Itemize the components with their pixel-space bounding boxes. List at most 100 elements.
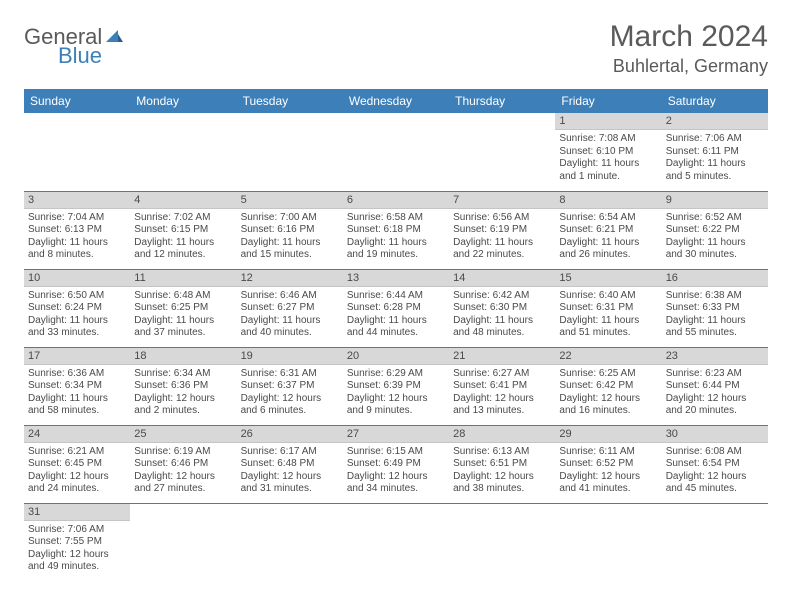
day-number: 24	[24, 426, 130, 443]
weekday-header: Friday	[555, 89, 661, 113]
sunrise-text: Sunrise: 6:54 AM	[559, 212, 657, 225]
day-number: 17	[24, 348, 130, 365]
calendar-day-cell: 31Sunrise: 7:06 AMSunset: 7:55 PMDayligh…	[24, 503, 130, 581]
day-details: Sunrise: 6:31 AMSunset: 6:37 PMDaylight:…	[237, 365, 343, 422]
sunrise-text: Sunrise: 6:21 AM	[28, 446, 126, 459]
logo: General Blue	[24, 20, 124, 67]
sunset-text: Sunset: 6:31 PM	[559, 302, 657, 315]
sunrise-text: Sunrise: 6:58 AM	[347, 212, 445, 225]
calendar-day-cell: 10Sunrise: 6:50 AMSunset: 6:24 PMDayligh…	[24, 269, 130, 347]
day-details: Sunrise: 7:04 AMSunset: 6:13 PMDaylight:…	[24, 209, 130, 266]
day-details: Sunrise: 6:52 AMSunset: 6:22 PMDaylight:…	[662, 209, 768, 266]
daylight-text: Daylight: 11 hours and 8 minutes.	[28, 237, 126, 262]
weekday-header: Wednesday	[343, 89, 449, 113]
daylight-text: Daylight: 11 hours and 26 minutes.	[559, 237, 657, 262]
calendar-day-cell: 26Sunrise: 6:17 AMSunset: 6:48 PMDayligh…	[237, 425, 343, 503]
calendar-day-cell: 7Sunrise: 6:56 AMSunset: 6:19 PMDaylight…	[449, 191, 555, 269]
daylight-text: Daylight: 12 hours and 9 minutes.	[347, 393, 445, 418]
sunset-text: Sunset: 6:18 PM	[347, 224, 445, 237]
day-details: Sunrise: 6:58 AMSunset: 6:18 PMDaylight:…	[343, 209, 449, 266]
calendar-day-cell: 16Sunrise: 6:38 AMSunset: 6:33 PMDayligh…	[662, 269, 768, 347]
day-number: 11	[130, 270, 236, 287]
daylight-text: Daylight: 11 hours and 55 minutes.	[666, 315, 764, 340]
sunset-text: Sunset: 7:55 PM	[28, 536, 126, 549]
sunset-text: Sunset: 6:39 PM	[347, 380, 445, 393]
daylight-text: Daylight: 11 hours and 40 minutes.	[241, 315, 339, 340]
calendar-day-cell: 18Sunrise: 6:34 AMSunset: 6:36 PMDayligh…	[130, 347, 236, 425]
calendar-day-cell: 28Sunrise: 6:13 AMSunset: 6:51 PMDayligh…	[449, 425, 555, 503]
calendar-day-cell: 30Sunrise: 6:08 AMSunset: 6:54 PMDayligh…	[662, 425, 768, 503]
daylight-text: Daylight: 12 hours and 2 minutes.	[134, 393, 232, 418]
calendar-day-cell: 29Sunrise: 6:11 AMSunset: 6:52 PMDayligh…	[555, 425, 661, 503]
calendar-day-cell: 11Sunrise: 6:48 AMSunset: 6:25 PMDayligh…	[130, 269, 236, 347]
day-details: Sunrise: 6:17 AMSunset: 6:48 PMDaylight:…	[237, 443, 343, 500]
daylight-text: Daylight: 11 hours and 37 minutes.	[134, 315, 232, 340]
sunrise-text: Sunrise: 6:52 AM	[666, 212, 764, 225]
day-details: Sunrise: 6:25 AMSunset: 6:42 PMDaylight:…	[555, 365, 661, 422]
day-number: 20	[343, 348, 449, 365]
calendar-empty-cell	[343, 503, 449, 581]
daylight-text: Daylight: 11 hours and 12 minutes.	[134, 237, 232, 262]
calendar-day-cell: 1Sunrise: 7:08 AMSunset: 6:10 PMDaylight…	[555, 113, 661, 191]
daylight-text: Daylight: 11 hours and 51 minutes.	[559, 315, 657, 340]
day-details: Sunrise: 7:06 AMSunset: 6:11 PMDaylight:…	[662, 130, 768, 187]
day-details: Sunrise: 6:36 AMSunset: 6:34 PMDaylight:…	[24, 365, 130, 422]
calendar-empty-cell	[449, 503, 555, 581]
day-number: 13	[343, 270, 449, 287]
daylight-text: Daylight: 12 hours and 16 minutes.	[559, 393, 657, 418]
daylight-text: Daylight: 11 hours and 30 minutes.	[666, 237, 764, 262]
calendar-day-cell: 14Sunrise: 6:42 AMSunset: 6:30 PMDayligh…	[449, 269, 555, 347]
day-number: 12	[237, 270, 343, 287]
daylight-text: Daylight: 11 hours and 15 minutes.	[241, 237, 339, 262]
day-number: 21	[449, 348, 555, 365]
sunrise-text: Sunrise: 6:56 AM	[453, 212, 551, 225]
day-number: 31	[24, 504, 130, 521]
day-details: Sunrise: 6:56 AMSunset: 6:19 PMDaylight:…	[449, 209, 555, 266]
day-number: 7	[449, 192, 555, 209]
calendar-day-cell: 19Sunrise: 6:31 AMSunset: 6:37 PMDayligh…	[237, 347, 343, 425]
logo-sail-icon	[104, 28, 124, 49]
sunset-text: Sunset: 6:41 PM	[453, 380, 551, 393]
sunrise-text: Sunrise: 6:40 AM	[559, 290, 657, 303]
weekday-header: Saturday	[662, 89, 768, 113]
day-details: Sunrise: 6:46 AMSunset: 6:27 PMDaylight:…	[237, 287, 343, 344]
sunrise-text: Sunrise: 6:42 AM	[453, 290, 551, 303]
day-number: 23	[662, 348, 768, 365]
sunrise-text: Sunrise: 6:44 AM	[347, 290, 445, 303]
daylight-text: Daylight: 11 hours and 19 minutes.	[347, 237, 445, 262]
calendar-empty-cell	[449, 113, 555, 191]
daylight-text: Daylight: 11 hours and 5 minutes.	[666, 158, 764, 183]
sunset-text: Sunset: 6:34 PM	[28, 380, 126, 393]
sunset-text: Sunset: 6:46 PM	[134, 458, 232, 471]
day-details: Sunrise: 7:08 AMSunset: 6:10 PMDaylight:…	[555, 130, 661, 187]
daylight-text: Daylight: 12 hours and 24 minutes.	[28, 471, 126, 496]
sunset-text: Sunset: 6:49 PM	[347, 458, 445, 471]
sunrise-text: Sunrise: 6:25 AM	[559, 368, 657, 381]
calendar-day-cell: 8Sunrise: 6:54 AMSunset: 6:21 PMDaylight…	[555, 191, 661, 269]
sunrise-text: Sunrise: 7:04 AM	[28, 212, 126, 225]
sunset-text: Sunset: 6:25 PM	[134, 302, 232, 315]
daylight-text: Daylight: 12 hours and 34 minutes.	[347, 471, 445, 496]
calendar-day-cell: 9Sunrise: 6:52 AMSunset: 6:22 PMDaylight…	[662, 191, 768, 269]
day-number: 3	[24, 192, 130, 209]
daylight-text: Daylight: 11 hours and 48 minutes.	[453, 315, 551, 340]
calendar-day-cell: 22Sunrise: 6:25 AMSunset: 6:42 PMDayligh…	[555, 347, 661, 425]
day-number: 26	[237, 426, 343, 443]
day-number: 27	[343, 426, 449, 443]
daylight-text: Daylight: 11 hours and 58 minutes.	[28, 393, 126, 418]
day-number: 18	[130, 348, 236, 365]
sunset-text: Sunset: 6:51 PM	[453, 458, 551, 471]
day-details: Sunrise: 7:06 AMSunset: 7:55 PMDaylight:…	[24, 521, 130, 578]
sunrise-text: Sunrise: 6:31 AM	[241, 368, 339, 381]
day-number: 1	[555, 113, 661, 130]
sunrise-text: Sunrise: 6:38 AM	[666, 290, 764, 303]
day-details: Sunrise: 6:29 AMSunset: 6:39 PMDaylight:…	[343, 365, 449, 422]
calendar-empty-cell	[237, 503, 343, 581]
daylight-text: Daylight: 12 hours and 6 minutes.	[241, 393, 339, 418]
calendar-day-cell: 12Sunrise: 6:46 AMSunset: 6:27 PMDayligh…	[237, 269, 343, 347]
daylight-text: Daylight: 12 hours and 41 minutes.	[559, 471, 657, 496]
day-details: Sunrise: 6:48 AMSunset: 6:25 PMDaylight:…	[130, 287, 236, 344]
daylight-text: Daylight: 12 hours and 38 minutes.	[453, 471, 551, 496]
sunrise-text: Sunrise: 7:02 AM	[134, 212, 232, 225]
calendar-empty-cell	[343, 113, 449, 191]
